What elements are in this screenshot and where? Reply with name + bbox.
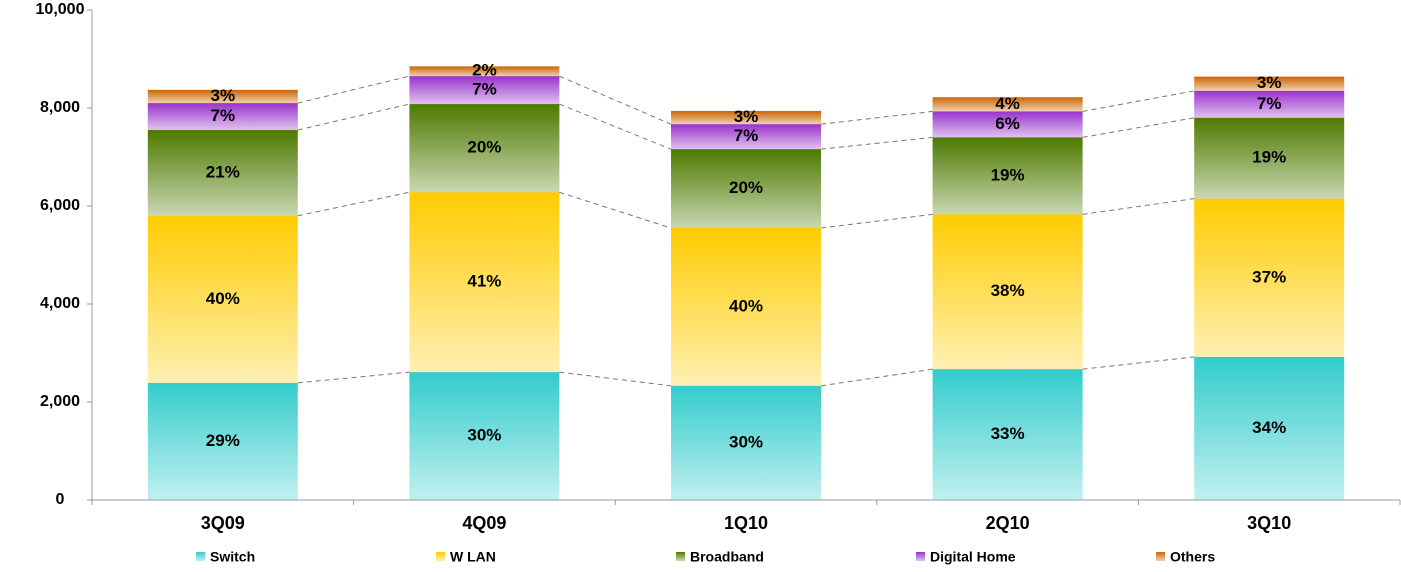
x-tick-label: 4Q09	[462, 513, 506, 533]
bar-segment	[671, 149, 821, 229]
bar-segment	[1194, 356, 1345, 500]
connector	[1082, 198, 1195, 215]
connector	[559, 371, 672, 387]
bar-segment	[671, 228, 821, 386]
bar-segment	[147, 89, 298, 104]
data-label: 7%	[472, 80, 497, 99]
connector	[820, 213, 933, 229]
bar-segment	[1194, 76, 1345, 91]
legend-swatch	[676, 552, 685, 561]
data-label: 19%	[1252, 148, 1286, 167]
data-label: 41%	[467, 272, 501, 291]
bar-segment	[409, 66, 560, 77]
data-label: 19%	[991, 165, 1025, 184]
data-label: 3%	[211, 86, 236, 105]
connector	[297, 103, 410, 131]
data-label: 33%	[991, 424, 1025, 443]
y-tick-label: 8,000	[40, 99, 80, 116]
data-label: 37%	[1252, 267, 1286, 286]
legend-swatch	[1156, 552, 1165, 561]
legend-label: Others	[1170, 549, 1215, 565]
bar-segment	[409, 372, 560, 500]
legend-label: Digital Home	[930, 549, 1016, 565]
connector	[297, 75, 410, 104]
connector	[1082, 117, 1195, 138]
connector	[559, 103, 672, 150]
data-label: 30%	[467, 426, 501, 445]
data-label: 2%	[472, 61, 497, 80]
legend-swatch	[436, 552, 445, 561]
bar-segment	[409, 104, 560, 193]
legend-label: W LAN	[450, 549, 496, 565]
bar-segment	[1194, 117, 1345, 199]
bar-segment	[932, 137, 1083, 215]
x-tick-label: 1Q10	[724, 513, 768, 533]
legend-label: Broadband	[690, 549, 764, 565]
bar-segment	[932, 214, 1083, 370]
connector	[820, 110, 933, 125]
bar-segment	[932, 111, 1083, 138]
data-label: 40%	[206, 289, 240, 308]
bar-segment	[147, 215, 298, 383]
bar-segment	[932, 369, 1083, 500]
bar-segment	[1194, 198, 1345, 357]
y-tick-label: 10,000	[36, 1, 85, 18]
bar-segment	[147, 130, 298, 216]
x-tick-label: 3Q09	[201, 513, 245, 533]
bar-segment	[671, 110, 821, 125]
data-label: 34%	[1252, 418, 1286, 437]
data-label: 7%	[211, 106, 236, 125]
x-tick-label: 2Q10	[986, 513, 1030, 533]
connector	[820, 368, 933, 387]
bar-segment	[147, 382, 298, 500]
bar-segment	[409, 192, 560, 373]
data-label: 4%	[995, 94, 1020, 113]
connector	[820, 136, 933, 150]
data-label: 38%	[991, 281, 1025, 300]
data-label: 3%	[734, 107, 759, 126]
connector	[1082, 356, 1195, 370]
legend-swatch	[196, 552, 205, 561]
connector	[297, 371, 410, 384]
connector	[559, 75, 672, 125]
data-label: 20%	[467, 138, 501, 157]
data-label: 7%	[1257, 94, 1282, 113]
y-tick-label: 2,000	[40, 393, 80, 410]
legend-label: Switch	[210, 549, 255, 565]
connector	[297, 191, 410, 217]
connector	[1082, 90, 1195, 112]
bar-segment	[671, 124, 821, 150]
bar-segment	[147, 103, 298, 131]
data-label: 29%	[206, 431, 240, 450]
legend-swatch	[916, 552, 925, 561]
x-tick-label: 3Q10	[1247, 513, 1291, 533]
data-label: 3%	[1257, 73, 1282, 92]
bar-segment	[932, 97, 1083, 112]
data-label: 7%	[734, 126, 759, 145]
data-label: 20%	[729, 178, 763, 197]
data-label: 6%	[995, 114, 1020, 133]
bar-segment	[671, 385, 821, 500]
data-label: 21%	[206, 162, 240, 181]
connector	[559, 191, 672, 229]
data-label: 40%	[729, 296, 763, 315]
y-tick-label: 6,000	[40, 197, 80, 214]
data-label: 30%	[729, 432, 763, 451]
bar-segment	[409, 76, 560, 105]
y-tick-label: 4,000	[40, 295, 80, 312]
y-tick-label: 0	[56, 491, 65, 508]
bar-segment	[1194, 90, 1345, 118]
